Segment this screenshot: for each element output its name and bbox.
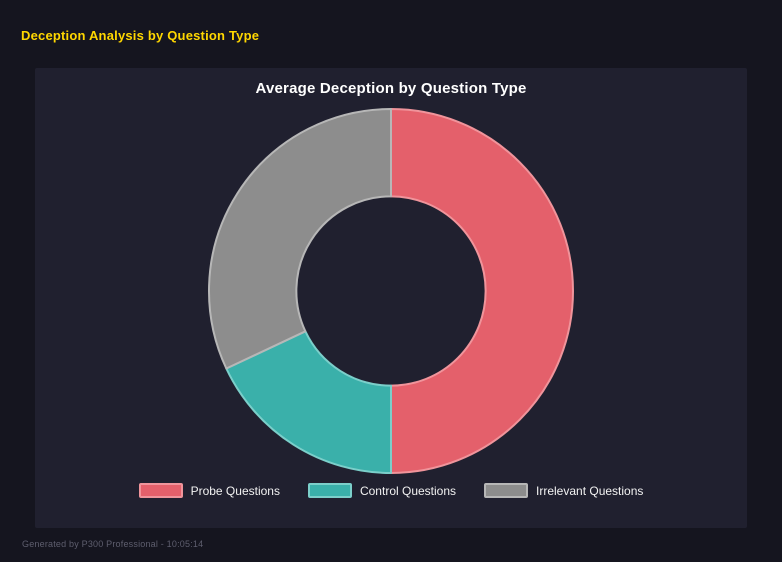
page-title: Deception Analysis by Question Type — [21, 28, 260, 43]
donut-chart — [208, 108, 574, 474]
legend-item-probe[interactable]: Probe Questions — [138, 483, 280, 498]
legend-swatch-probe — [138, 483, 183, 498]
legend-label-control: Control Questions — [359, 483, 457, 498]
donut-segment-2[interactable] — [208, 108, 392, 370]
donut-segment-1[interactable] — [225, 330, 392, 474]
chart-title: Average Deception by Question Type — [255, 80, 527, 97]
footer-note: Generated by P300 Professional - 10:05:1… — [22, 539, 204, 549]
chart-panel: Average Deception by Question Type Probe… — [35, 68, 747, 528]
chart-legend: Probe Questions Control Questions Irrele… — [138, 483, 643, 498]
legend-swatch-control — [307, 483, 352, 498]
legend-label-irrelevant: Irrelevant Questions — [536, 483, 644, 498]
legend-item-irrelevant[interactable]: Irrelevant Questions — [484, 483, 643, 498]
legend-item-control[interactable]: Control Questions — [307, 483, 457, 498]
legend-label-probe: Probe Questions — [190, 483, 280, 498]
donut-chart-area — [201, 101, 581, 481]
donut-segment-0[interactable] — [390, 108, 574, 474]
legend-swatch-irrelevant — [484, 483, 529, 498]
